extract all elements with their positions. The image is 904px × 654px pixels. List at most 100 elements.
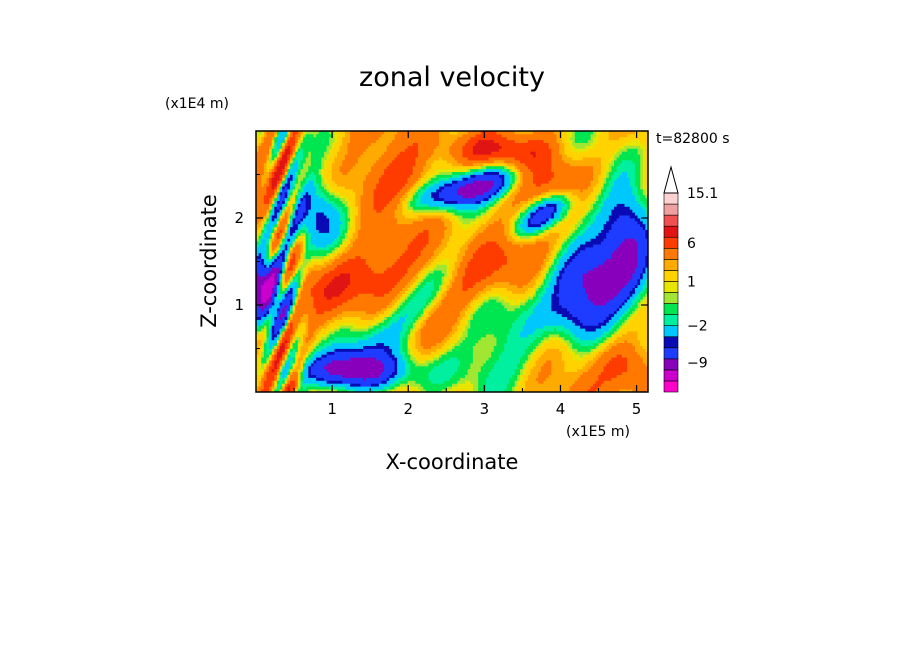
field-cell xyxy=(522,325,544,329)
field-cell xyxy=(300,368,304,373)
field-cell xyxy=(533,357,539,361)
field-cell xyxy=(261,351,265,355)
field-cell xyxy=(303,238,307,242)
field-cell xyxy=(284,145,288,149)
field-cell xyxy=(271,183,278,187)
field-cell xyxy=(645,183,649,187)
field-cell xyxy=(326,180,335,184)
field-cell xyxy=(587,212,594,216)
field-cell xyxy=(274,374,278,378)
field-cell xyxy=(640,293,646,297)
field-cell xyxy=(509,281,529,286)
field-cell xyxy=(289,336,293,341)
field-cell xyxy=(274,389,280,393)
field-cell xyxy=(530,212,537,216)
field-cell xyxy=(559,244,563,248)
field-cell xyxy=(303,255,307,259)
field-cell xyxy=(506,136,557,141)
field-cell xyxy=(506,261,544,265)
field-cell xyxy=(303,313,309,317)
field-cell xyxy=(593,357,599,361)
field-cell xyxy=(256,322,262,326)
field-cell xyxy=(263,133,267,138)
field-cell xyxy=(276,249,280,254)
field-cell xyxy=(462,325,466,329)
field-cell xyxy=(263,380,273,384)
field-cell xyxy=(415,334,422,338)
field-cell xyxy=(452,273,458,277)
field-cell xyxy=(428,183,435,187)
field-cell xyxy=(266,241,270,245)
field-cell xyxy=(564,160,602,164)
field-cell xyxy=(572,348,578,352)
field-cell xyxy=(561,197,568,201)
field-cell xyxy=(509,220,513,225)
field-cell xyxy=(624,203,641,207)
field-cell xyxy=(566,197,570,201)
field-cell xyxy=(574,220,578,225)
field-cell xyxy=(564,235,568,239)
field-cell xyxy=(438,252,458,257)
field-cell xyxy=(627,296,631,300)
field-cell xyxy=(266,165,273,170)
field-cell xyxy=(569,261,604,265)
field-cell xyxy=(423,264,429,268)
field-cell xyxy=(282,281,286,286)
field-cell xyxy=(360,194,374,199)
field-cell xyxy=(627,365,649,370)
field-cell xyxy=(407,177,419,181)
field-cell xyxy=(303,339,307,344)
field-cell xyxy=(256,148,260,152)
field-cell xyxy=(433,284,440,288)
field-cell xyxy=(266,252,270,257)
field-cell xyxy=(616,293,631,297)
field-cell xyxy=(446,209,458,213)
field-cell xyxy=(438,171,453,175)
field-cell xyxy=(282,389,286,393)
field-cell xyxy=(313,264,327,268)
field-cell xyxy=(271,218,275,222)
field-cell xyxy=(619,389,633,393)
field-cell xyxy=(608,183,615,187)
field-cell xyxy=(321,157,327,161)
field-cell xyxy=(645,226,649,230)
field-cell xyxy=(381,325,390,329)
field-cell xyxy=(580,197,586,201)
field-cell xyxy=(384,206,398,210)
field-cell xyxy=(564,252,573,257)
field-cell xyxy=(441,157,456,161)
field-cell xyxy=(574,351,591,355)
field-cell xyxy=(512,220,516,225)
field-cell xyxy=(619,148,628,152)
field-cell xyxy=(561,238,565,242)
field-cell xyxy=(619,331,628,335)
field-cell xyxy=(271,238,275,242)
field-cell xyxy=(603,191,610,196)
field-cell xyxy=(344,215,348,219)
field-cell xyxy=(279,307,283,312)
field-cell xyxy=(517,365,523,370)
field-cell xyxy=(295,380,299,384)
field-cell xyxy=(297,380,301,384)
field-cell xyxy=(418,360,427,364)
field-cell xyxy=(339,255,356,259)
field-cell xyxy=(399,348,403,352)
field-cell xyxy=(637,331,649,335)
field-cell xyxy=(342,206,348,210)
field-cell xyxy=(303,131,307,135)
field-cell xyxy=(428,302,432,306)
colorbar-swatch xyxy=(663,303,679,315)
field-cell xyxy=(321,189,327,193)
field-cell xyxy=(303,148,327,152)
field-cell xyxy=(381,380,388,384)
field-cell xyxy=(553,171,594,175)
field-cell xyxy=(300,200,307,204)
field-cell xyxy=(342,244,348,248)
field-cell xyxy=(535,235,544,239)
field-cell xyxy=(282,354,286,358)
field-cell xyxy=(295,357,299,361)
field-cell xyxy=(569,136,576,141)
field-cell xyxy=(501,177,505,181)
field-cell xyxy=(606,174,610,178)
field-cell xyxy=(543,339,550,344)
